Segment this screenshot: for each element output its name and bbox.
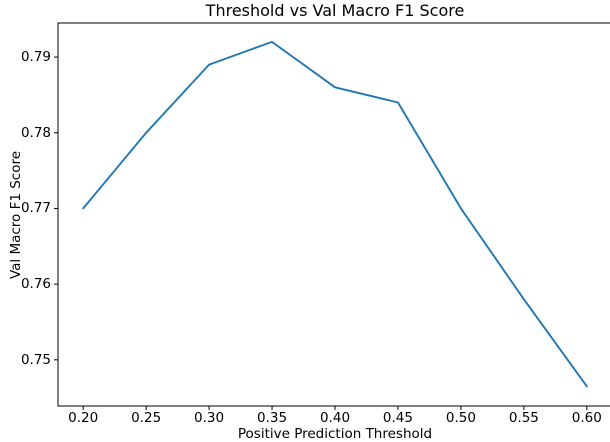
y-tick-label: 0.76 <box>20 276 51 293</box>
f1-line <box>82 40 588 388</box>
x-tick-label: 0.35 <box>257 410 288 426</box>
x-axis-label: Positive Prediction Threshold <box>237 426 433 442</box>
tick-marks <box>54 56 588 410</box>
y-tick-label: 0.77 <box>20 200 51 217</box>
x-tick-label: 0.60 <box>571 410 602 426</box>
x-tick-label: 0.40 <box>319 410 351 426</box>
x-tick-label: 0.45 <box>382 410 413 426</box>
chart-title: Threshold vs Val Macro F1 Score <box>205 1 465 20</box>
x-tick-label: 0.20 <box>68 410 99 426</box>
x-tick-label: 0.50 <box>445 410 476 426</box>
x-tick-label: 0.30 <box>194 410 225 426</box>
x-tick-label: 0.55 <box>508 410 539 426</box>
y-tick-label: 0.78 <box>20 124 51 141</box>
y-tick-label: 0.75 <box>20 351 51 368</box>
y-tick-label: 0.79 <box>20 49 51 66</box>
x-tick-label: 0.25 <box>131 410 162 426</box>
axes-spines <box>57 22 610 407</box>
